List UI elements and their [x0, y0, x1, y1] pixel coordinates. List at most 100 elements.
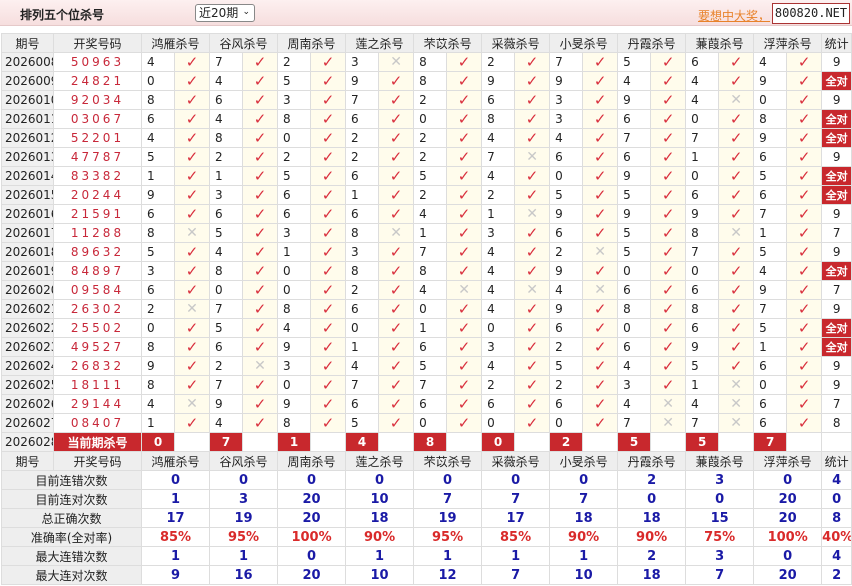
site-box[interactable]: 800820.NET [772, 3, 850, 24]
empty-cell [514, 432, 551, 452]
kill-number: 1 [685, 147, 720, 167]
kill-number: 9 [141, 356, 175, 376]
check-icon: ✓ [310, 318, 347, 338]
header-row: 期号 开奖号码 鸿雁杀号 谷风杀号 周南杀号 莲之杀号 芣苡杀号 采薇杀号 小旻杀号 丹霞杀号 蒹葭… [1, 33, 852, 53]
check-icon: ✓ [514, 413, 551, 433]
stat-value: 0 [753, 470, 823, 490]
col-expert: 采薇杀号 [481, 33, 551, 53]
stat-value: 7 [481, 489, 551, 509]
stat-count: 7 [821, 223, 852, 243]
table-row: 2026019 84897 3 ✓ 8 ✓ 0 ✓ 8 ✓ 8 ✓ 4 ✓ 9 ✓ 0 ✓ 0 ✓ 4 ✓ 全对 [1, 261, 852, 281]
kill-number: 2 [277, 147, 312, 167]
check-icon: ✓ [242, 166, 279, 186]
stat-value: 0 [753, 546, 823, 566]
check-icon: ✓ [718, 185, 755, 205]
kill-number: 0 [481, 318, 516, 338]
table-row: 2026022 25502 0 ✓ 5 ✓ 4 ✓ 0 ✓ 1 ✓ 0 ✓ 6 ✓ 0 ✓ 6 ✓ 5 ✓ 全对 [1, 318, 852, 338]
draw-number: 83382 [53, 166, 142, 186]
kill-number: 1 [413, 318, 448, 338]
check-icon: ✓ [582, 71, 619, 91]
col-expert: 周南杀号 [277, 451, 347, 471]
ad-link[interactable]: 要想中大奖， [698, 9, 771, 23]
kill-number: 2 [481, 185, 516, 205]
kill-number: 4 [549, 280, 584, 300]
check-icon: ✓ [786, 261, 823, 281]
stat-value: 0 [685, 489, 755, 509]
check-icon: ✓ [786, 318, 823, 338]
stat-value: 17 [140, 508, 211, 528]
kill-number: 1 [277, 242, 312, 262]
stat-value: 3 [209, 489, 279, 509]
empty-cell [718, 432, 755, 452]
cross-icon: ✕ [718, 375, 755, 395]
kill-number: 6 [345, 299, 380, 319]
draw-number: 18111 [53, 375, 142, 395]
kill-number: 2 [413, 185, 448, 205]
stat-value: 12 [413, 565, 483, 585]
col-expert: 鸿雁杀号 [140, 33, 211, 53]
stat-value: 4 [821, 470, 852, 490]
empty-cell [310, 432, 347, 452]
check-icon: ✓ [446, 204, 483, 224]
kill-number: 4 [549, 128, 584, 148]
check-icon: ✓ [650, 147, 687, 167]
cross-icon: ✕ [582, 242, 619, 262]
check-icon: ✓ [514, 185, 551, 205]
check-icon: ✓ [446, 147, 483, 167]
kill-number: 0 [413, 413, 448, 433]
check-icon: ✓ [514, 394, 551, 414]
check-icon: ✓ [786, 147, 823, 167]
check-icon: ✓ [786, 375, 823, 395]
check-icon: ✓ [378, 109, 415, 129]
current-kill-number: 8 [413, 432, 448, 452]
empty-cell [446, 432, 483, 452]
kill-number: 8 [753, 109, 788, 129]
check-icon: ✓ [242, 147, 279, 167]
kill-number: 8 [345, 223, 380, 243]
kill-number: 4 [481, 299, 516, 319]
issue-number: 2026018 [1, 242, 54, 262]
check-icon: ✓ [242, 394, 279, 414]
check-icon: ✓ [242, 375, 279, 395]
kill-number: 0 [685, 261, 720, 281]
kill-number: 6 [481, 90, 516, 110]
check-icon: ✓ [514, 128, 551, 148]
kill-number: 9 [617, 90, 652, 110]
cross-icon: ✕ [173, 299, 211, 319]
kill-number: 8 [277, 413, 312, 433]
stat-value: 17 [481, 508, 551, 528]
cross-icon: ✕ [582, 280, 619, 300]
kill-number: 5 [209, 318, 244, 338]
kill-number: 9 [685, 337, 720, 357]
kill-number: 9 [685, 204, 720, 224]
kill-number: 8 [685, 299, 720, 319]
check-icon: ✓ [173, 185, 211, 205]
table-row: 2026025 18111 8 ✓ 7 ✓ 0 ✓ 7 ✓ 7 ✓ 2 ✓ 2 ✓ 3 ✓ 1 ✕ 0 ✓ 9 [1, 375, 852, 395]
issue-number: 2026020 [1, 280, 54, 300]
kill-number: 4 [141, 128, 175, 148]
stat-value: 7 [481, 565, 551, 585]
stat-count: 9 [821, 147, 852, 167]
table-row: 2026010 92034 8 ✓ 6 ✓ 3 ✓ 7 ✓ 2 ✓ 6 ✓ 3 ✓ 9 ✓ 4 ✕ 0 ✓ 9 [1, 90, 852, 110]
stat-label: 最大连对次数 [1, 565, 142, 585]
check-icon: ✓ [786, 337, 823, 357]
issue-number: 2026019 [1, 261, 54, 281]
check-icon: ✓ [582, 223, 619, 243]
stat-count: 9 [821, 204, 852, 224]
kill-number: 5 [141, 242, 175, 262]
cross-icon: ✕ [446, 280, 483, 300]
kill-number: 3 [345, 242, 380, 262]
kill-number: 3 [141, 261, 175, 281]
stat-value: 1 [209, 546, 279, 566]
check-icon: ✓ [446, 166, 483, 186]
period-select[interactable]: 近20期 ⌄ [195, 4, 255, 22]
stat-value: 40% [821, 527, 852, 547]
kill-number: 7 [617, 128, 652, 148]
col-stat: 统计 [821, 451, 852, 471]
stat-count: 8 [821, 413, 852, 433]
kill-number: 6 [753, 147, 788, 167]
check-icon: ✓ [446, 128, 483, 148]
kill-number: 6 [141, 109, 175, 129]
kill-number: 9 [549, 204, 584, 224]
check-icon: ✓ [514, 109, 551, 129]
